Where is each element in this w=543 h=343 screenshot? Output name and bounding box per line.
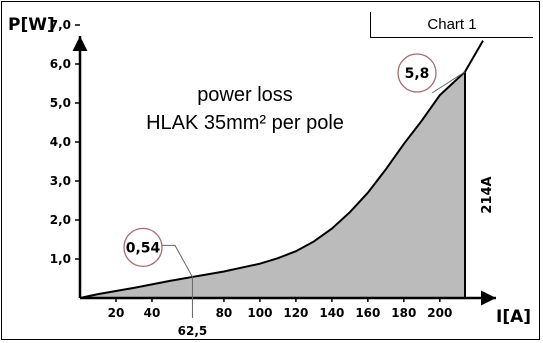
annotation-circle-high (397, 53, 437, 93)
annotation-x-marker: 62,5 (178, 324, 208, 338)
annotation-circle (123, 227, 163, 268)
x-tick-label: 200 (427, 306, 452, 320)
chart-title-line-1: power loss (197, 84, 293, 106)
y-tick-label: 4,0 (50, 135, 71, 149)
chart-title-line-2: HLAK 35mm² per pole (146, 112, 344, 134)
y-tick-label: 5,0 (50, 96, 71, 110)
annotation-leader (162, 244, 193, 278)
x-tick-label: 180 (391, 306, 416, 320)
x-tick-label: 40 (144, 306, 161, 320)
max-current-label: 214A (480, 176, 495, 213)
x-tick-label: 140 (319, 306, 344, 320)
y-tick-label: 6,0 (50, 57, 71, 71)
x-tick-label: 120 (283, 306, 308, 320)
chart-tag: Chart 1 (370, 12, 533, 38)
y-axis-label: P[W] (8, 15, 55, 35)
x-tick-label: 160 (355, 306, 380, 320)
y-tick-label: 1,0 (50, 252, 71, 266)
series-line (79, 40, 484, 299)
x-tick-label: 80 (216, 306, 233, 320)
x-tick-label: 20 (108, 306, 125, 320)
shaded-area (80, 71, 466, 298)
annotation-value-high: 5,8 (405, 66, 430, 82)
y-tick-label: 3,0 (50, 174, 71, 188)
y-tick-label: 2,0 (50, 213, 71, 227)
annotation-leader-high (431, 71, 466, 94)
x-tick-label: 100 (247, 306, 272, 320)
annotation-value-low: 0,54 (126, 240, 161, 256)
x-axis-label: I[A] (496, 307, 531, 327)
y-tick-label: 7,0 (50, 18, 71, 32)
